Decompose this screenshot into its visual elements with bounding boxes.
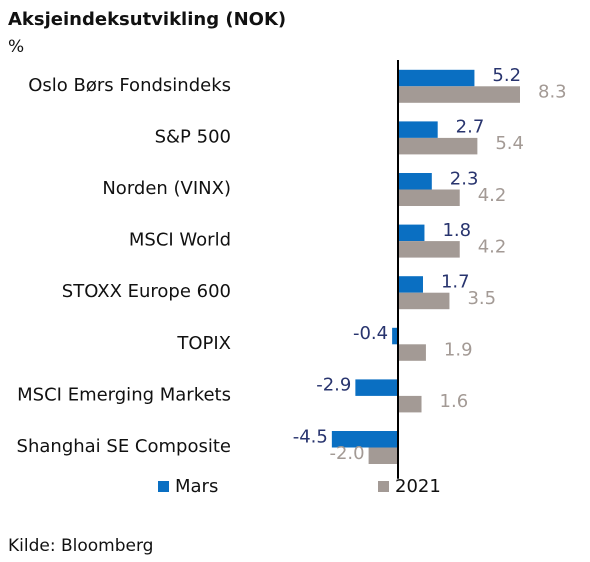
category-label: Shanghai SE Composite xyxy=(17,436,231,457)
value-label: 4.2 xyxy=(478,236,507,257)
legend-label: Mars xyxy=(175,476,218,497)
bar xyxy=(331,431,398,448)
value-label: 1.7 xyxy=(441,271,470,292)
bar xyxy=(398,121,438,138)
bar xyxy=(398,189,460,206)
category-label: STOXX Europe 600 xyxy=(62,281,231,302)
bar xyxy=(398,69,475,87)
legend-swatch xyxy=(378,481,389,492)
value-label: 5.2 xyxy=(492,65,521,86)
category-label: MSCI Emerging Markets xyxy=(17,384,231,405)
value-label: 3.5 xyxy=(467,288,496,309)
value-label: -0.4 xyxy=(353,323,388,344)
value-label: -2.0 xyxy=(329,443,364,464)
legend-swatch xyxy=(158,481,169,492)
bar xyxy=(392,327,398,345)
value-label: 4.2 xyxy=(478,185,507,206)
value-label: 1.6 xyxy=(440,391,469,412)
value-label: 8.3 xyxy=(538,82,567,103)
bar xyxy=(398,173,432,190)
category-label: Norden (VINX) xyxy=(102,178,231,199)
bar xyxy=(398,224,425,242)
chart-title: Aksjeindeksutvikling (NOK) xyxy=(8,9,286,30)
bar xyxy=(398,276,423,293)
value-label: -2.9 xyxy=(316,375,351,396)
bar xyxy=(398,395,422,413)
unit-label: % xyxy=(8,37,24,57)
bar xyxy=(398,137,478,155)
bar xyxy=(355,379,398,396)
category-label: MSCI World xyxy=(129,230,231,251)
bar xyxy=(398,292,450,310)
bar xyxy=(398,241,460,258)
category-label: Oslo Børs Fondsindeks xyxy=(28,75,231,96)
value-label: -4.5 xyxy=(293,426,328,447)
bar xyxy=(368,447,398,464)
value-label: 1.9 xyxy=(444,340,473,361)
value-label: 2.7 xyxy=(456,117,485,138)
value-label: 1.8 xyxy=(442,220,471,241)
category-label: TOPIX xyxy=(176,333,231,354)
value-label: 2.3 xyxy=(450,168,479,189)
source: Kilde: Bloomberg xyxy=(8,536,153,556)
bar xyxy=(398,344,426,361)
category-label: S&P 500 xyxy=(155,126,231,147)
legend-label: 2021 xyxy=(395,476,441,497)
value-label: 5.4 xyxy=(495,133,524,154)
bar xyxy=(398,86,520,103)
